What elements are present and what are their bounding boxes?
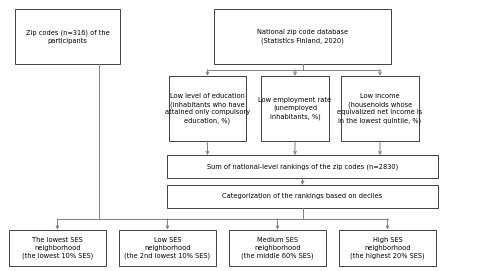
- FancyBboxPatch shape: [261, 76, 329, 141]
- FancyBboxPatch shape: [168, 155, 438, 178]
- FancyBboxPatch shape: [119, 230, 216, 266]
- FancyBboxPatch shape: [9, 230, 106, 266]
- FancyBboxPatch shape: [168, 185, 438, 208]
- Text: Categorization of the rankings based on deciles: Categorization of the rankings based on …: [222, 193, 382, 199]
- Text: Low employment rate
(unemployed
inhabitants, %): Low employment rate (unemployed inhabita…: [258, 97, 332, 120]
- FancyBboxPatch shape: [168, 76, 246, 141]
- Text: Low level of education
(inhabitants who have
attained only compulsory
education,: Low level of education (inhabitants who …: [165, 93, 250, 124]
- Text: Low income
(households whose
equivalized net income is
in the lowest quintile, %: Low income (households whose equivalized…: [338, 93, 422, 124]
- FancyBboxPatch shape: [15, 9, 120, 64]
- FancyBboxPatch shape: [339, 230, 436, 266]
- FancyBboxPatch shape: [214, 9, 391, 64]
- FancyBboxPatch shape: [229, 230, 326, 266]
- Text: Medium SES
neighborhood
(the middle 60% SES): Medium SES neighborhood (the middle 60% …: [241, 237, 314, 259]
- Text: National zip code database
(Statistics Finland, 2020): National zip code database (Statistics F…: [257, 30, 348, 44]
- Text: Zip codes (n=316) of the
participants: Zip codes (n=316) of the participants: [26, 30, 110, 44]
- Text: Sum of national-level rankings of the zip codes (n=2830): Sum of national-level rankings of the zi…: [207, 163, 398, 170]
- Text: High SES
neighborhood
(the highest 20% SES): High SES neighborhood (the highest 20% S…: [350, 237, 425, 259]
- Text: The lowest SES
neighborhood
(the lowest 10% SES): The lowest SES neighborhood (the lowest …: [22, 237, 93, 259]
- Text: Low SES
neighborhood
(the 2nd lowest 10% SES): Low SES neighborhood (the 2nd lowest 10%…: [124, 237, 210, 259]
- FancyBboxPatch shape: [341, 76, 419, 141]
